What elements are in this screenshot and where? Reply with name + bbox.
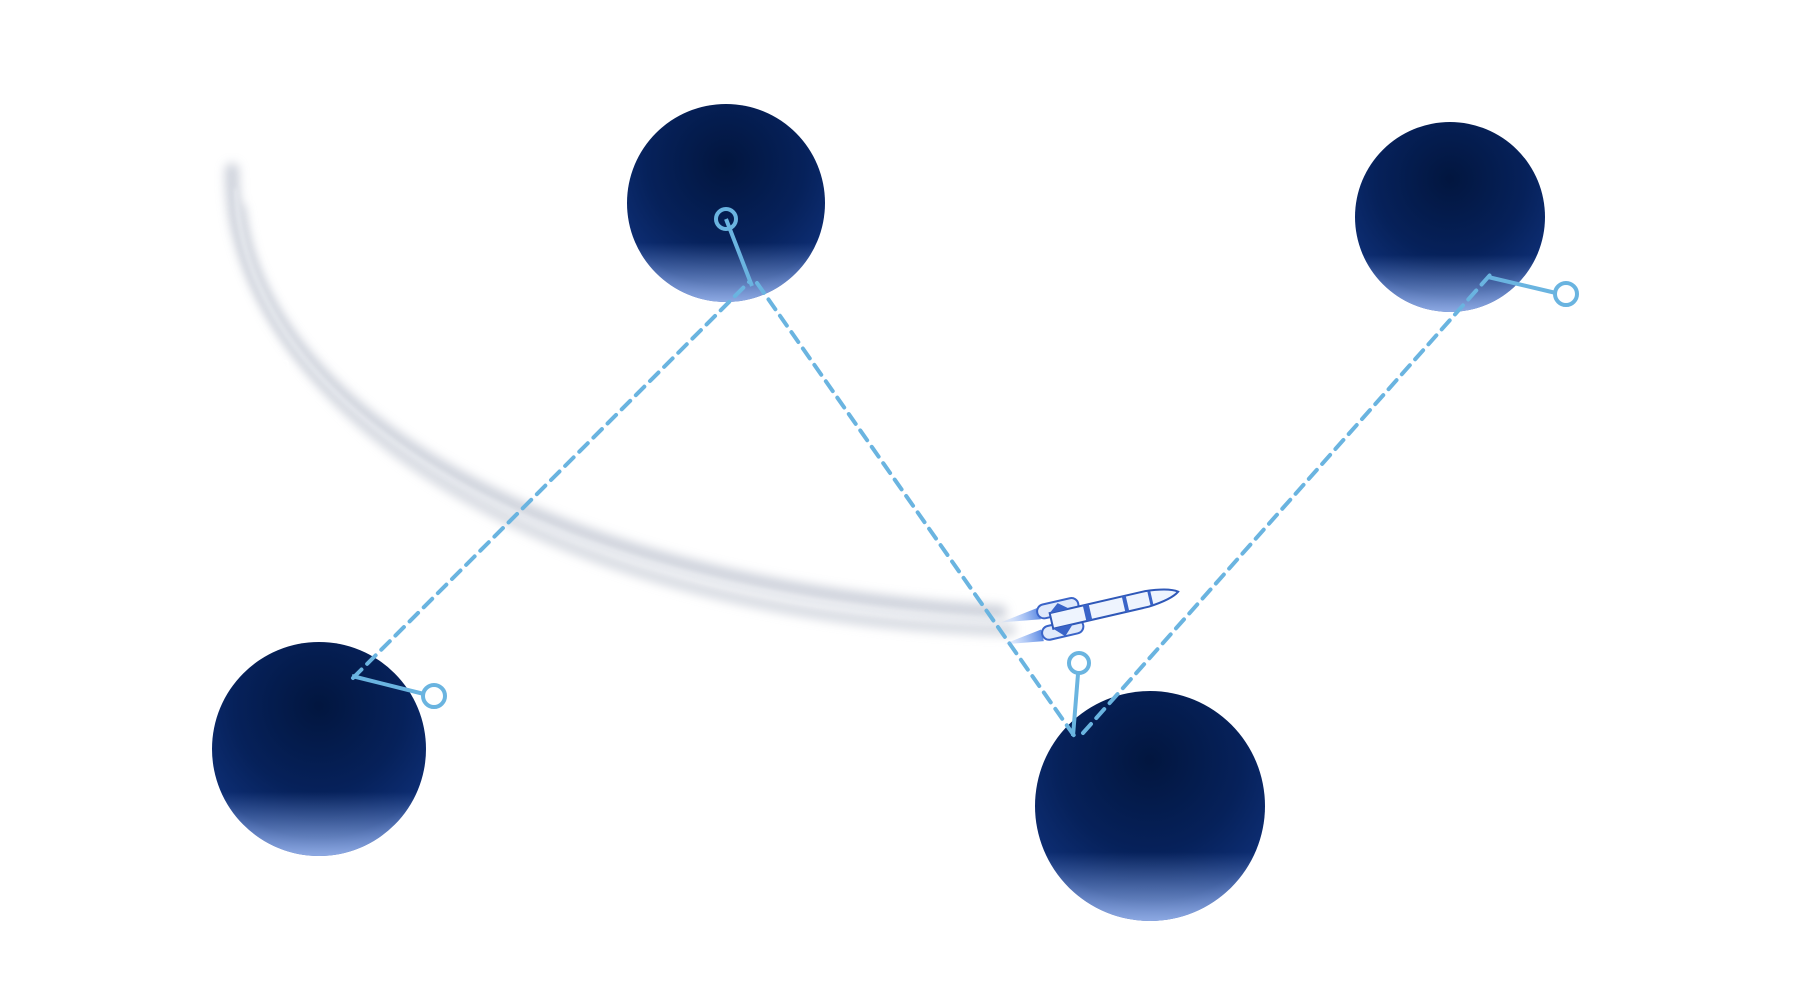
planet-left	[212, 642, 426, 856]
connector-bottom-to-right	[1081, 273, 1492, 735]
handle-icon	[1067, 651, 1091, 675]
handle-icon	[1553, 281, 1579, 307]
rocket-icon	[1000, 588, 1180, 645]
planet-right	[1355, 122, 1545, 312]
handle-icon	[421, 683, 447, 709]
connector-top-to-bottom	[755, 281, 1077, 739]
handle-top[interactable]	[714, 207, 754, 287]
handle-left[interactable]	[351, 674, 447, 709]
path-connectors	[351, 273, 1492, 739]
connector-left-to-top	[351, 279, 752, 680]
handle-bottom[interactable]	[1067, 651, 1091, 737]
faint-label: h	[278, 352, 290, 377]
handle-icon	[714, 207, 738, 231]
handle-right[interactable]	[1487, 275, 1579, 307]
rocket-trail	[224, 163, 1016, 636]
planet-top	[627, 104, 825, 302]
planet-bottom	[1035, 691, 1265, 921]
